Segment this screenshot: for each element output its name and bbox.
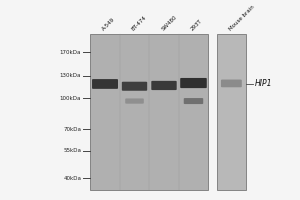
Text: 55kDa: 55kDa bbox=[63, 148, 81, 153]
FancyBboxPatch shape bbox=[221, 80, 242, 87]
Text: Mouse brain: Mouse brain bbox=[228, 4, 255, 32]
Text: SW480: SW480 bbox=[160, 15, 178, 32]
Text: 170kDa: 170kDa bbox=[60, 50, 81, 55]
FancyBboxPatch shape bbox=[125, 98, 144, 104]
Text: 130kDa: 130kDa bbox=[60, 73, 81, 78]
Text: 70kDa: 70kDa bbox=[63, 127, 81, 132]
Text: BT-474: BT-474 bbox=[131, 15, 148, 32]
FancyBboxPatch shape bbox=[92, 79, 118, 89]
Text: 293T: 293T bbox=[190, 19, 203, 32]
Text: HIP1: HIP1 bbox=[254, 79, 272, 88]
Text: 40kDa: 40kDa bbox=[63, 176, 81, 181]
FancyBboxPatch shape bbox=[122, 82, 147, 91]
Bar bbox=[217, 34, 246, 190]
FancyBboxPatch shape bbox=[184, 98, 203, 104]
Bar bbox=[90, 34, 208, 190]
Text: A-549: A-549 bbox=[101, 17, 116, 32]
Text: 100kDa: 100kDa bbox=[60, 96, 81, 101]
FancyBboxPatch shape bbox=[151, 81, 177, 90]
FancyBboxPatch shape bbox=[180, 78, 207, 88]
